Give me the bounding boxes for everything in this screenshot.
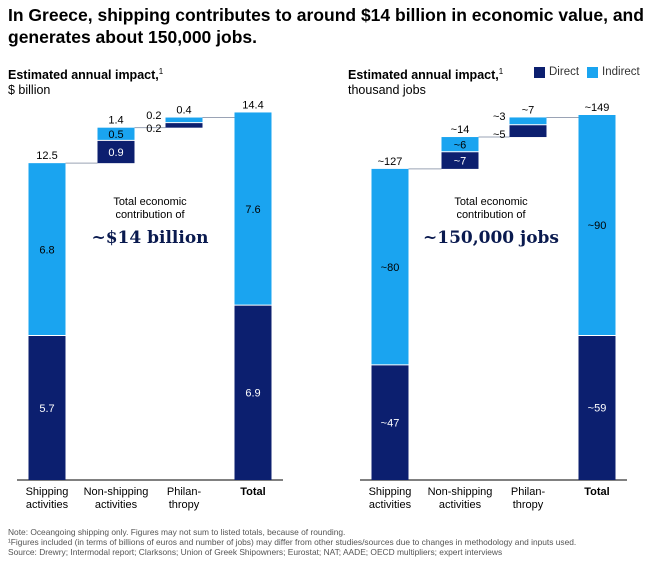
left-category-label-line: Philan- xyxy=(167,486,202,498)
left-category-label-0: Shipping activities xyxy=(26,486,69,511)
right-category-label-2: Philan-thropy xyxy=(511,486,546,511)
right-bar-direct-3 xyxy=(578,335,616,480)
right-category-label-line: thropy xyxy=(513,499,544,511)
legend-item-indirect: Indirect xyxy=(587,66,640,78)
right-bar-indirect-1 xyxy=(441,137,479,152)
left-total-label-2: 0.4 xyxy=(176,105,191,117)
right-chart-title: Estimated annual impact, xyxy=(348,68,499,83)
right-bar-direct-1 xyxy=(441,151,479,169)
right-annotation-line1: Total economic xyxy=(454,196,528,208)
right-category-label-line: Philan- xyxy=(511,486,546,498)
right-category-label-3: Total xyxy=(584,486,609,498)
left-annotation-line2: contribution of xyxy=(115,209,185,221)
left-category-label-2: Philan-thropy xyxy=(167,486,202,511)
right-chart-title-footnote: 1 xyxy=(498,67,504,76)
legend-item-direct: Direct xyxy=(534,66,579,78)
left-total-label-3: 14.4 xyxy=(242,99,263,111)
right-direct-label-0: ~47 xyxy=(381,417,400,429)
right-category-label-line: Non-shipping xyxy=(428,486,493,498)
left-bar-direct-0 xyxy=(28,335,66,480)
right-indirect-label-0: ~80 xyxy=(381,262,400,274)
left-total-label-0: 12.5 xyxy=(36,150,57,162)
right-indirect-label-3: ~90 xyxy=(588,220,607,232)
left-direct-label-3: 6.9 xyxy=(245,388,260,400)
left-category-label-line: activities xyxy=(26,499,69,511)
right-bar-indirect-3 xyxy=(578,115,616,336)
right-bar-direct-0 xyxy=(371,364,409,480)
left-direct-label-0: 5.7 xyxy=(39,403,54,415)
right-total-label-1: ~14 xyxy=(451,124,470,136)
right-bar-direct-2 xyxy=(509,124,547,138)
left-category-label-line: Shipping xyxy=(26,486,69,498)
legend-label-indirect: Indirect xyxy=(602,66,640,78)
left-indirect-label-3: 7.6 xyxy=(245,204,260,216)
headline: In Greece, shipping contributes to aroun… xyxy=(8,5,644,47)
right-total-label-0: ~127 xyxy=(378,156,403,168)
left-category-label-line: Non-shipping xyxy=(84,486,149,498)
right-category-label-line: Total xyxy=(584,486,609,498)
left-annotation-line1: Total economic xyxy=(113,196,187,208)
right-category-label-1: Non-shipping activities xyxy=(428,486,493,511)
left-bar-direct-1 xyxy=(97,140,135,164)
right-bar-indirect-2 xyxy=(509,117,547,125)
left-category-label-1: Non-shipping activities xyxy=(84,486,149,511)
left-indirect-label-0: 6.8 xyxy=(39,244,54,256)
right-category-label-line: Shipping xyxy=(369,486,412,498)
left-category-label-line: activities xyxy=(95,499,138,511)
left-chart-subtitle: Estimated annual impact,1 $ billion xyxy=(8,64,163,98)
left-indirect-label-1: 0.5 xyxy=(108,129,123,141)
right-direct-label-3: ~59 xyxy=(588,403,607,415)
right-indirect-label-2: ~3 xyxy=(493,111,506,123)
right-chart-subtitle: Estimated annual impact,1 thousand jobs xyxy=(348,64,503,98)
right-total-label-3: ~149 xyxy=(585,102,610,114)
right-annotation-line2: contribution of xyxy=(456,209,526,221)
left-chart-unit: $ billion xyxy=(8,83,51,98)
left-category-label-line: thropy xyxy=(169,499,200,511)
left-chart-title: Estimated annual impact, xyxy=(8,68,159,83)
legend-label-direct: Direct xyxy=(549,66,580,78)
right-chart-unit: thousand jobs xyxy=(348,83,426,98)
left-bar-indirect-2 xyxy=(165,117,203,123)
right-direct-label-2: ~5 xyxy=(493,129,506,141)
left-annotation-big: ~$14 billion xyxy=(91,228,208,248)
right-direct-label-1: ~7 xyxy=(454,155,467,167)
right-category-label-0: Shipping activities xyxy=(369,486,412,511)
source-line: Source: Drewry; Intermodal report; Clark… xyxy=(8,547,503,557)
right-indirect-label-1: ~6 xyxy=(454,139,467,151)
left-bar-indirect-0 xyxy=(28,163,66,336)
left-category-label-3: Total xyxy=(240,486,265,498)
left-bar-direct-3 xyxy=(234,305,272,480)
right-category-label-line: activities xyxy=(439,499,482,511)
legend-swatch-indirect xyxy=(587,66,599,78)
note-line: Note: Oceangoing shipping only. Figures … xyxy=(8,527,346,537)
footnotes: Note: Oceangoing shipping only. Figures … xyxy=(8,527,663,557)
footnote-line: ¹Figures included (in terms of billions … xyxy=(8,537,577,547)
legend-swatch-direct xyxy=(534,66,545,78)
left-bar-direct-2 xyxy=(165,122,203,128)
left-total-label-1: 1.4 xyxy=(108,115,123,127)
left-indirect-label-2: 0.2 xyxy=(146,110,161,122)
right-total-label-2: ~7 xyxy=(522,104,535,116)
left-chart-title-footnote: 1 xyxy=(158,67,164,76)
left-bar-indirect-1 xyxy=(97,127,135,141)
left-direct-label-1: 0.9 xyxy=(108,147,123,159)
right-category-label-line: activities xyxy=(369,499,412,511)
legend: Direct Indirect xyxy=(534,66,648,78)
right-annotation-big: ~150,000 jobs xyxy=(423,228,559,248)
left-direct-label-2: 0.2 xyxy=(146,123,161,135)
left-category-label-line: Total xyxy=(240,486,265,498)
left-bar-indirect-3 xyxy=(234,112,272,306)
right-bar-indirect-0 xyxy=(371,168,409,365)
